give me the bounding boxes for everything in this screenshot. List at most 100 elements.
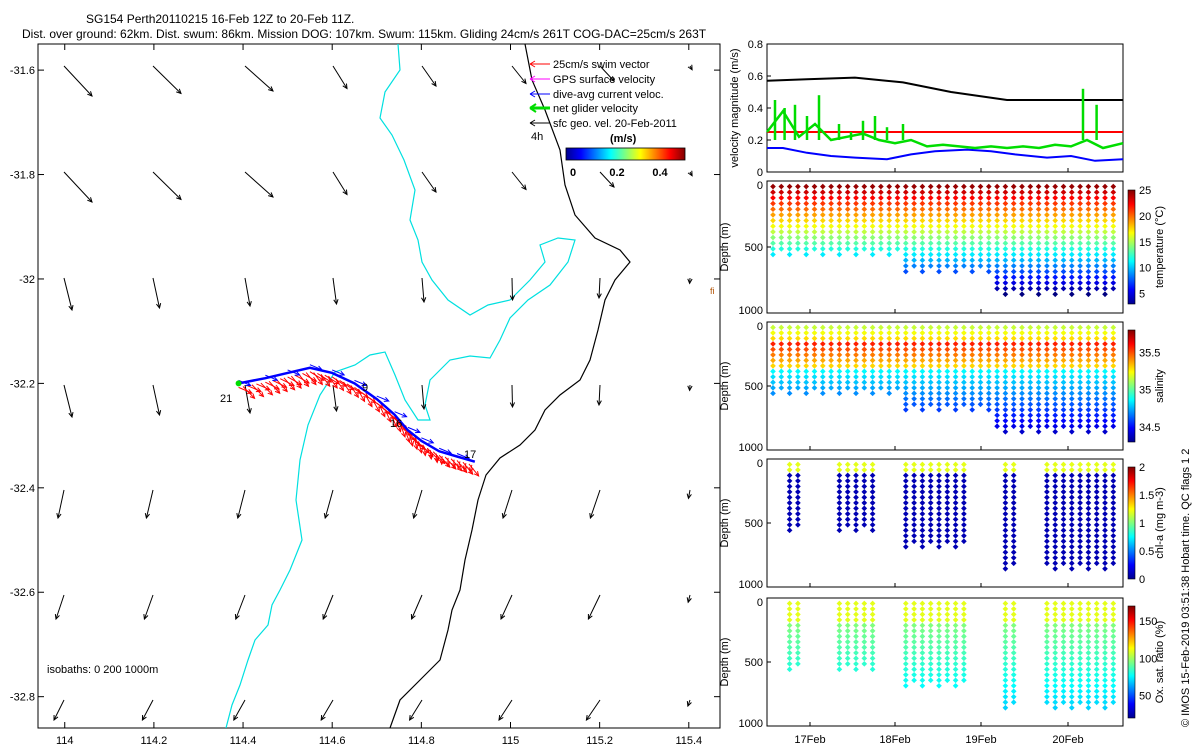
profile-sample [1093, 500, 1100, 506]
profile-sample [961, 622, 967, 629]
profile-sample [902, 633, 909, 640]
profile-sample [795, 489, 801, 495]
profile-sample [1010, 677, 1017, 684]
profile-sample [1019, 368, 1025, 375]
profile-sample [927, 229, 934, 235]
legend-gps-arrowhead [529, 75, 536, 83]
profile-sample [795, 655, 801, 662]
profile-sample [1102, 699, 1108, 706]
profile-sample [1068, 693, 1075, 700]
profile-sample [911, 390, 917, 397]
profile-sample [919, 390, 926, 397]
profile-sample [1019, 291, 1025, 298]
profile-sample [1102, 374, 1108, 380]
profile-sample [994, 341, 1000, 347]
profile-sample [894, 240, 901, 247]
profile-sample [1085, 285, 1092, 292]
profile-sample [853, 461, 859, 468]
profile-sample [811, 324, 818, 331]
profile-sample [927, 522, 934, 528]
profile-sample [861, 229, 868, 235]
profile-sample [786, 606, 793, 612]
profile-sample [902, 195, 909, 201]
profile-sample [1110, 212, 1117, 218]
profile-sample [1077, 251, 1083, 258]
temperature-colorbar [1127, 189, 1136, 305]
profile-sample [770, 229, 776, 235]
profile-sample [902, 212, 909, 218]
profile-sample [844, 206, 851, 213]
profile-sample [1060, 693, 1067, 700]
profile-sample [844, 516, 851, 523]
profile-sample [786, 390, 793, 397]
profile-sample [1077, 677, 1083, 684]
profile-sample [886, 189, 893, 196]
profile-sample [1010, 401, 1017, 408]
profile-sample [869, 489, 876, 495]
profile-sample [1077, 324, 1083, 331]
profile-sample [927, 478, 934, 484]
profile-sample [1052, 195, 1059, 201]
profile-sample [778, 346, 785, 353]
profile-sample [1060, 549, 1067, 556]
profile-sample [1085, 357, 1092, 364]
profile-sample [1010, 644, 1017, 651]
profile-sample [844, 600, 851, 607]
profile-sample [894, 374, 901, 380]
profile-sample [836, 505, 843, 512]
profile-sample [1010, 412, 1017, 419]
profile-sample [952, 494, 959, 501]
colorbar-tick-label: 0 [1139, 574, 1145, 586]
profile-sample [1068, 206, 1075, 213]
profile-sample [1085, 549, 1092, 556]
surface-velocity-arrow [686, 699, 692, 708]
profile-sample [869, 251, 876, 258]
temperature-profiles [770, 183, 1117, 298]
profile-sample [1093, 467, 1100, 473]
profile-sample [1044, 412, 1050, 419]
profile-sample [961, 472, 967, 479]
profile-sample [836, 606, 843, 612]
map-y-tick-label: -32 [19, 274, 35, 286]
profile-sample [878, 330, 884, 336]
profile-sample [927, 251, 934, 258]
surface-velocity-arrow [498, 699, 513, 721]
profile-sample [1060, 661, 1067, 667]
profile-sample [969, 240, 976, 247]
profile-sample [1010, 280, 1017, 286]
profile-sample [1102, 212, 1108, 218]
profile-sample [911, 478, 917, 484]
profile-sample [1085, 257, 1092, 264]
profile-sample [952, 655, 959, 662]
profile-sample [1002, 291, 1009, 298]
profile-sample [1052, 385, 1059, 391]
profile-sample [836, 622, 843, 629]
profile-sample [911, 330, 917, 336]
profile-sample [1044, 390, 1050, 397]
profile-sample [861, 183, 868, 190]
profile-sample [836, 240, 843, 247]
profile-sample [1060, 600, 1067, 607]
profile-sample [1085, 352, 1092, 358]
profile-sample [1010, 423, 1017, 430]
profile-sample [1002, 352, 1009, 358]
profile-sample [861, 330, 868, 336]
profile-sample [1102, 565, 1108, 572]
profile-sample [1110, 478, 1117, 484]
profile-sample [961, 379, 967, 386]
surface-velocity-arrow [63, 65, 93, 97]
profile-sample [969, 324, 976, 331]
profile-sample [1068, 699, 1075, 706]
profile-sample [936, 395, 942, 402]
profile-sample [952, 324, 959, 331]
profile-sample [1068, 346, 1075, 353]
profile-sample [1002, 385, 1009, 391]
profile-sample [1085, 565, 1092, 572]
profile-sample [961, 324, 967, 331]
profile-sample [952, 385, 959, 391]
profile-sample [1044, 341, 1050, 347]
profile-sample [919, 628, 926, 634]
profile-sample [1077, 217, 1083, 224]
profile-sample [861, 357, 868, 364]
profile-sample [819, 385, 826, 391]
